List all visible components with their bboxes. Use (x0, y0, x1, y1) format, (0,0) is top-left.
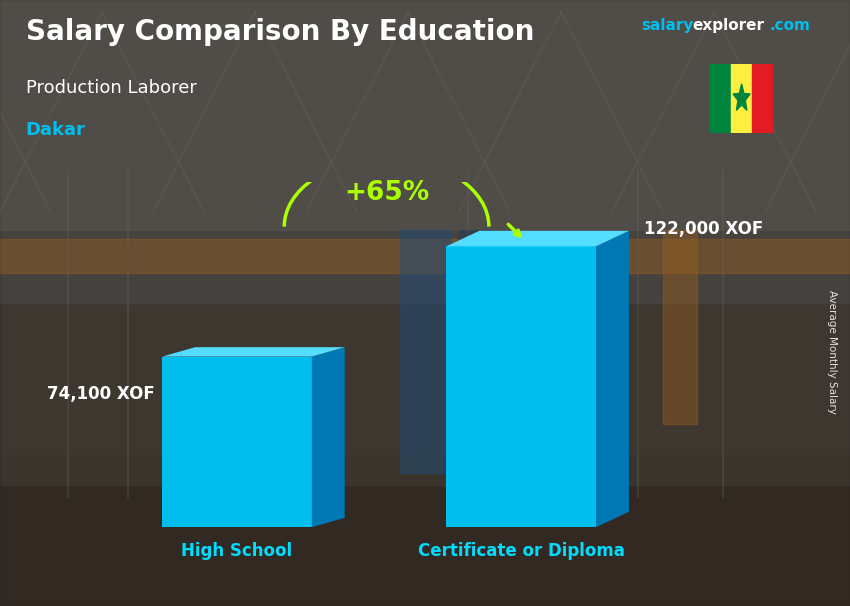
Polygon shape (734, 84, 750, 110)
Text: 122,000 XOF: 122,000 XOF (644, 220, 763, 238)
Text: Average Monthly Salary: Average Monthly Salary (827, 290, 837, 413)
Text: Certificate or Diploma: Certificate or Diploma (418, 542, 625, 561)
Polygon shape (446, 246, 596, 527)
Bar (752, 64, 774, 133)
Polygon shape (162, 356, 312, 527)
Bar (0, 0, 850, 303)
Text: Salary Comparison By Education: Salary Comparison By Education (26, 18, 534, 46)
Bar (731, 64, 752, 133)
Text: salary: salary (642, 18, 694, 33)
Polygon shape (162, 347, 345, 356)
Bar (400, 230, 451, 473)
Polygon shape (446, 231, 629, 246)
Text: 74,100 XOF: 74,100 XOF (47, 385, 155, 403)
Bar (710, 64, 731, 133)
Text: Dakar: Dakar (26, 121, 85, 139)
Polygon shape (596, 231, 629, 527)
Bar (0, 454, 850, 606)
Text: .com: .com (769, 18, 810, 33)
Text: explorer: explorer (693, 18, 765, 33)
Polygon shape (312, 347, 345, 527)
Bar (459, 230, 493, 473)
Text: Production Laborer: Production Laborer (26, 79, 196, 97)
Bar (0, 273, 850, 485)
Text: High School: High School (181, 542, 292, 561)
Bar (0, 0, 850, 230)
Text: +65%: +65% (344, 179, 429, 205)
Bar (663, 230, 697, 424)
Bar (0, 239, 850, 273)
